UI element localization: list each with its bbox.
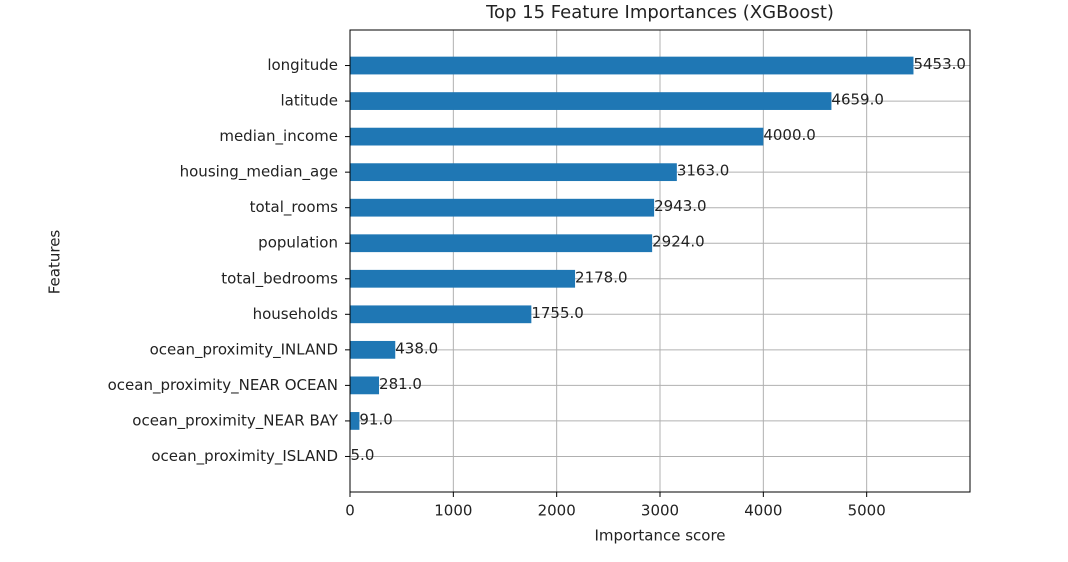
value-label: 2943.0: [654, 197, 707, 215]
bar: [350, 305, 532, 324]
bar: [350, 127, 764, 146]
value-label: 2178.0: [575, 268, 628, 286]
bar: [350, 198, 655, 217]
bar: [350, 376, 380, 395]
value-label: 4659.0: [831, 91, 884, 109]
y-tick-label: ocean_proximity_ISLAND: [151, 447, 338, 466]
value-label: 281.0: [379, 375, 422, 393]
y-tick-label: latitude: [280, 92, 338, 110]
value-label: 3163.0: [677, 162, 730, 180]
bar: [350, 56, 914, 75]
y-axis-label: Features: [46, 230, 64, 295]
y-tick-label: median_income: [219, 127, 338, 146]
value-label: 438.0: [395, 339, 438, 357]
x-tick-label: 5000: [848, 502, 886, 520]
x-tick-label: 3000: [641, 502, 679, 520]
y-tick-label: longitude: [267, 56, 338, 74]
x-tick-label: 4000: [744, 502, 782, 520]
x-axis-label: Importance score: [594, 527, 725, 545]
x-tick-label: 2000: [538, 502, 576, 520]
x-tick-label: 0: [345, 502, 355, 520]
bar: [350, 412, 360, 430]
bar: [350, 269, 576, 288]
bar: [350, 163, 677, 182]
y-tick-label: households: [253, 305, 339, 323]
y-tick-label: ocean_proximity_NEAR OCEAN: [108, 376, 338, 395]
x-tick-label: 1000: [434, 502, 472, 520]
value-label: 4000.0: [763, 126, 816, 144]
value-label: 2924.0: [652, 233, 705, 251]
value-label: 1755.0: [531, 304, 584, 322]
y-tick-label: ocean_proximity_INLAND: [150, 340, 338, 359]
value-label: 5453.0: [913, 55, 966, 73]
value-label: 91.0: [359, 410, 392, 428]
value-label: 5.0: [351, 446, 375, 464]
y-tick-label: total_bedrooms: [221, 269, 338, 288]
bar: [350, 92, 832, 110]
y-tick-label: total_rooms: [250, 198, 339, 217]
chart-title: Top 15 Feature Importances (XGBoost): [485, 2, 834, 23]
y-tick-label: population: [258, 234, 338, 252]
y-tick-label: housing_median_age: [180, 163, 338, 182]
bar: [350, 340, 396, 359]
plot-frame: [349, 29, 971, 493]
bar: [350, 234, 653, 253]
y-tick-label: ocean_proximity_NEAR BAY: [132, 411, 339, 430]
